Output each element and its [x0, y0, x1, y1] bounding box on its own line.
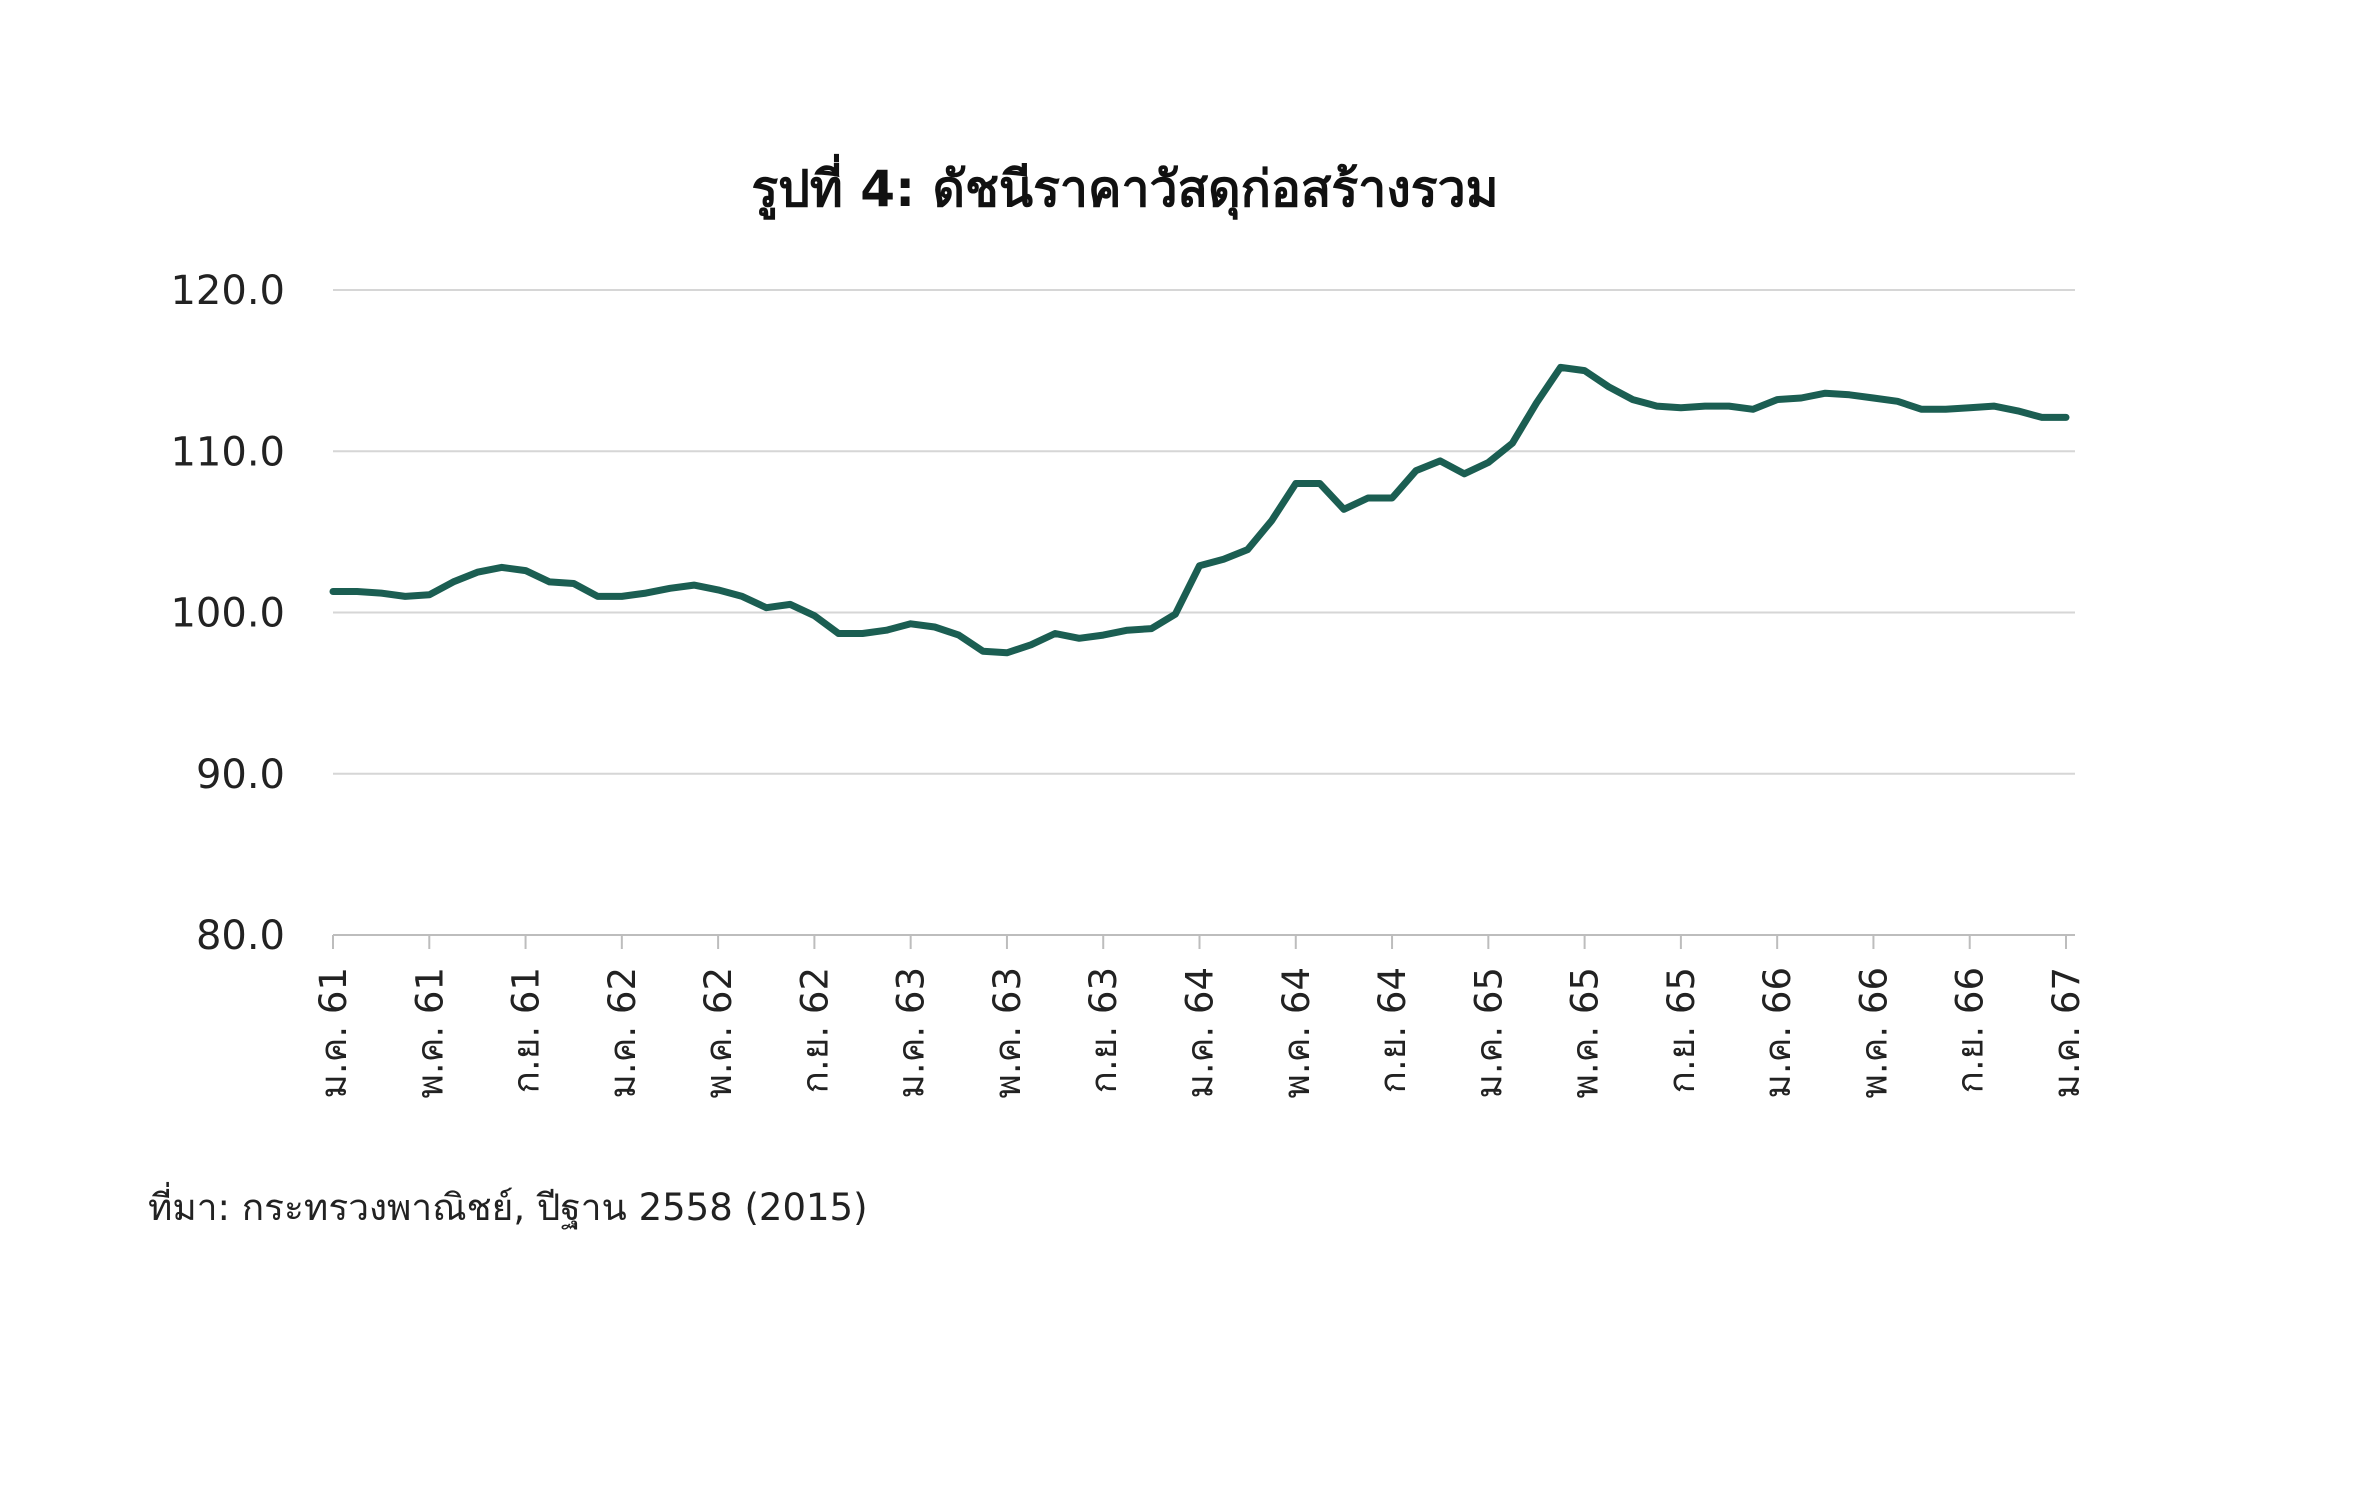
x-tick-label-16: พ.ค. 66	[1852, 967, 1895, 1099]
x-tick-label-10: พ.ค. 64	[1275, 967, 1318, 1099]
x-tick-label-6: ม.ค. 63	[890, 967, 933, 1099]
chart-source: ที่มา: กระทรวงพาณิชย์, ปีฐาน 2558 (2015)	[148, 1186, 868, 1229]
x-tick-label-13: พ.ค. 65	[1564, 967, 1607, 1099]
y-tick-label-1: 90.0	[196, 752, 285, 798]
x-tick-label-1: พ.ค. 61	[408, 967, 451, 1099]
x-tick-label-2: ก.ย. 61	[505, 967, 548, 1093]
series-line-0	[329, 363, 2070, 657]
x-tick-label-15: ม.ค. 66	[1756, 967, 1799, 1099]
gridlines	[333, 289, 2075, 775]
x-tick-label-9: ม.ค. 64	[1179, 967, 1222, 1099]
x-tick-label-3: ม.ค. 62	[601, 967, 644, 1099]
y-tick-label-3: 110.0	[170, 429, 285, 475]
x-tick-label-5: ก.ย. 62	[793, 967, 836, 1093]
x-tick-label-12: ม.ค. 65	[1467, 967, 1510, 1099]
y-tick-label-2: 100.0	[170, 591, 285, 637]
x-tick-label-18: ม.ค. 67	[2045, 967, 2088, 1099]
y-tick-label-4: 120.0	[170, 268, 285, 314]
x-tick-label-8: ก.ย. 63	[1082, 967, 1125, 1093]
x-axis: ม.ค. 61 พ.ค. 61 ก.ย. 61 ม.ค. 62 พ.ค. 62 ก.ย. …	[312, 934, 2088, 1099]
x-tick-label-17: ก.ย. 66	[1949, 967, 1992, 1093]
y-axis: 80.0 90.0 100.0 110.0 120.0	[170, 268, 285, 959]
x-tick-label-11: ก.ย. 64	[1371, 967, 1414, 1093]
y-tick-label-0: 80.0	[196, 913, 285, 959]
x-tick-label-4: พ.ค. 62	[697, 967, 740, 1099]
series-layer	[329, 363, 2070, 657]
x-tick-label-7: พ.ค. 63	[986, 967, 1029, 1099]
chart-title: รูปที่ 4: ดัชนีราคาวัสดุก่อสร้างรวม	[751, 160, 1499, 218]
x-tick-label-14: ก.ย. 65	[1660, 967, 1703, 1093]
x-tick-label-0: ม.ค. 61	[312, 967, 355, 1099]
